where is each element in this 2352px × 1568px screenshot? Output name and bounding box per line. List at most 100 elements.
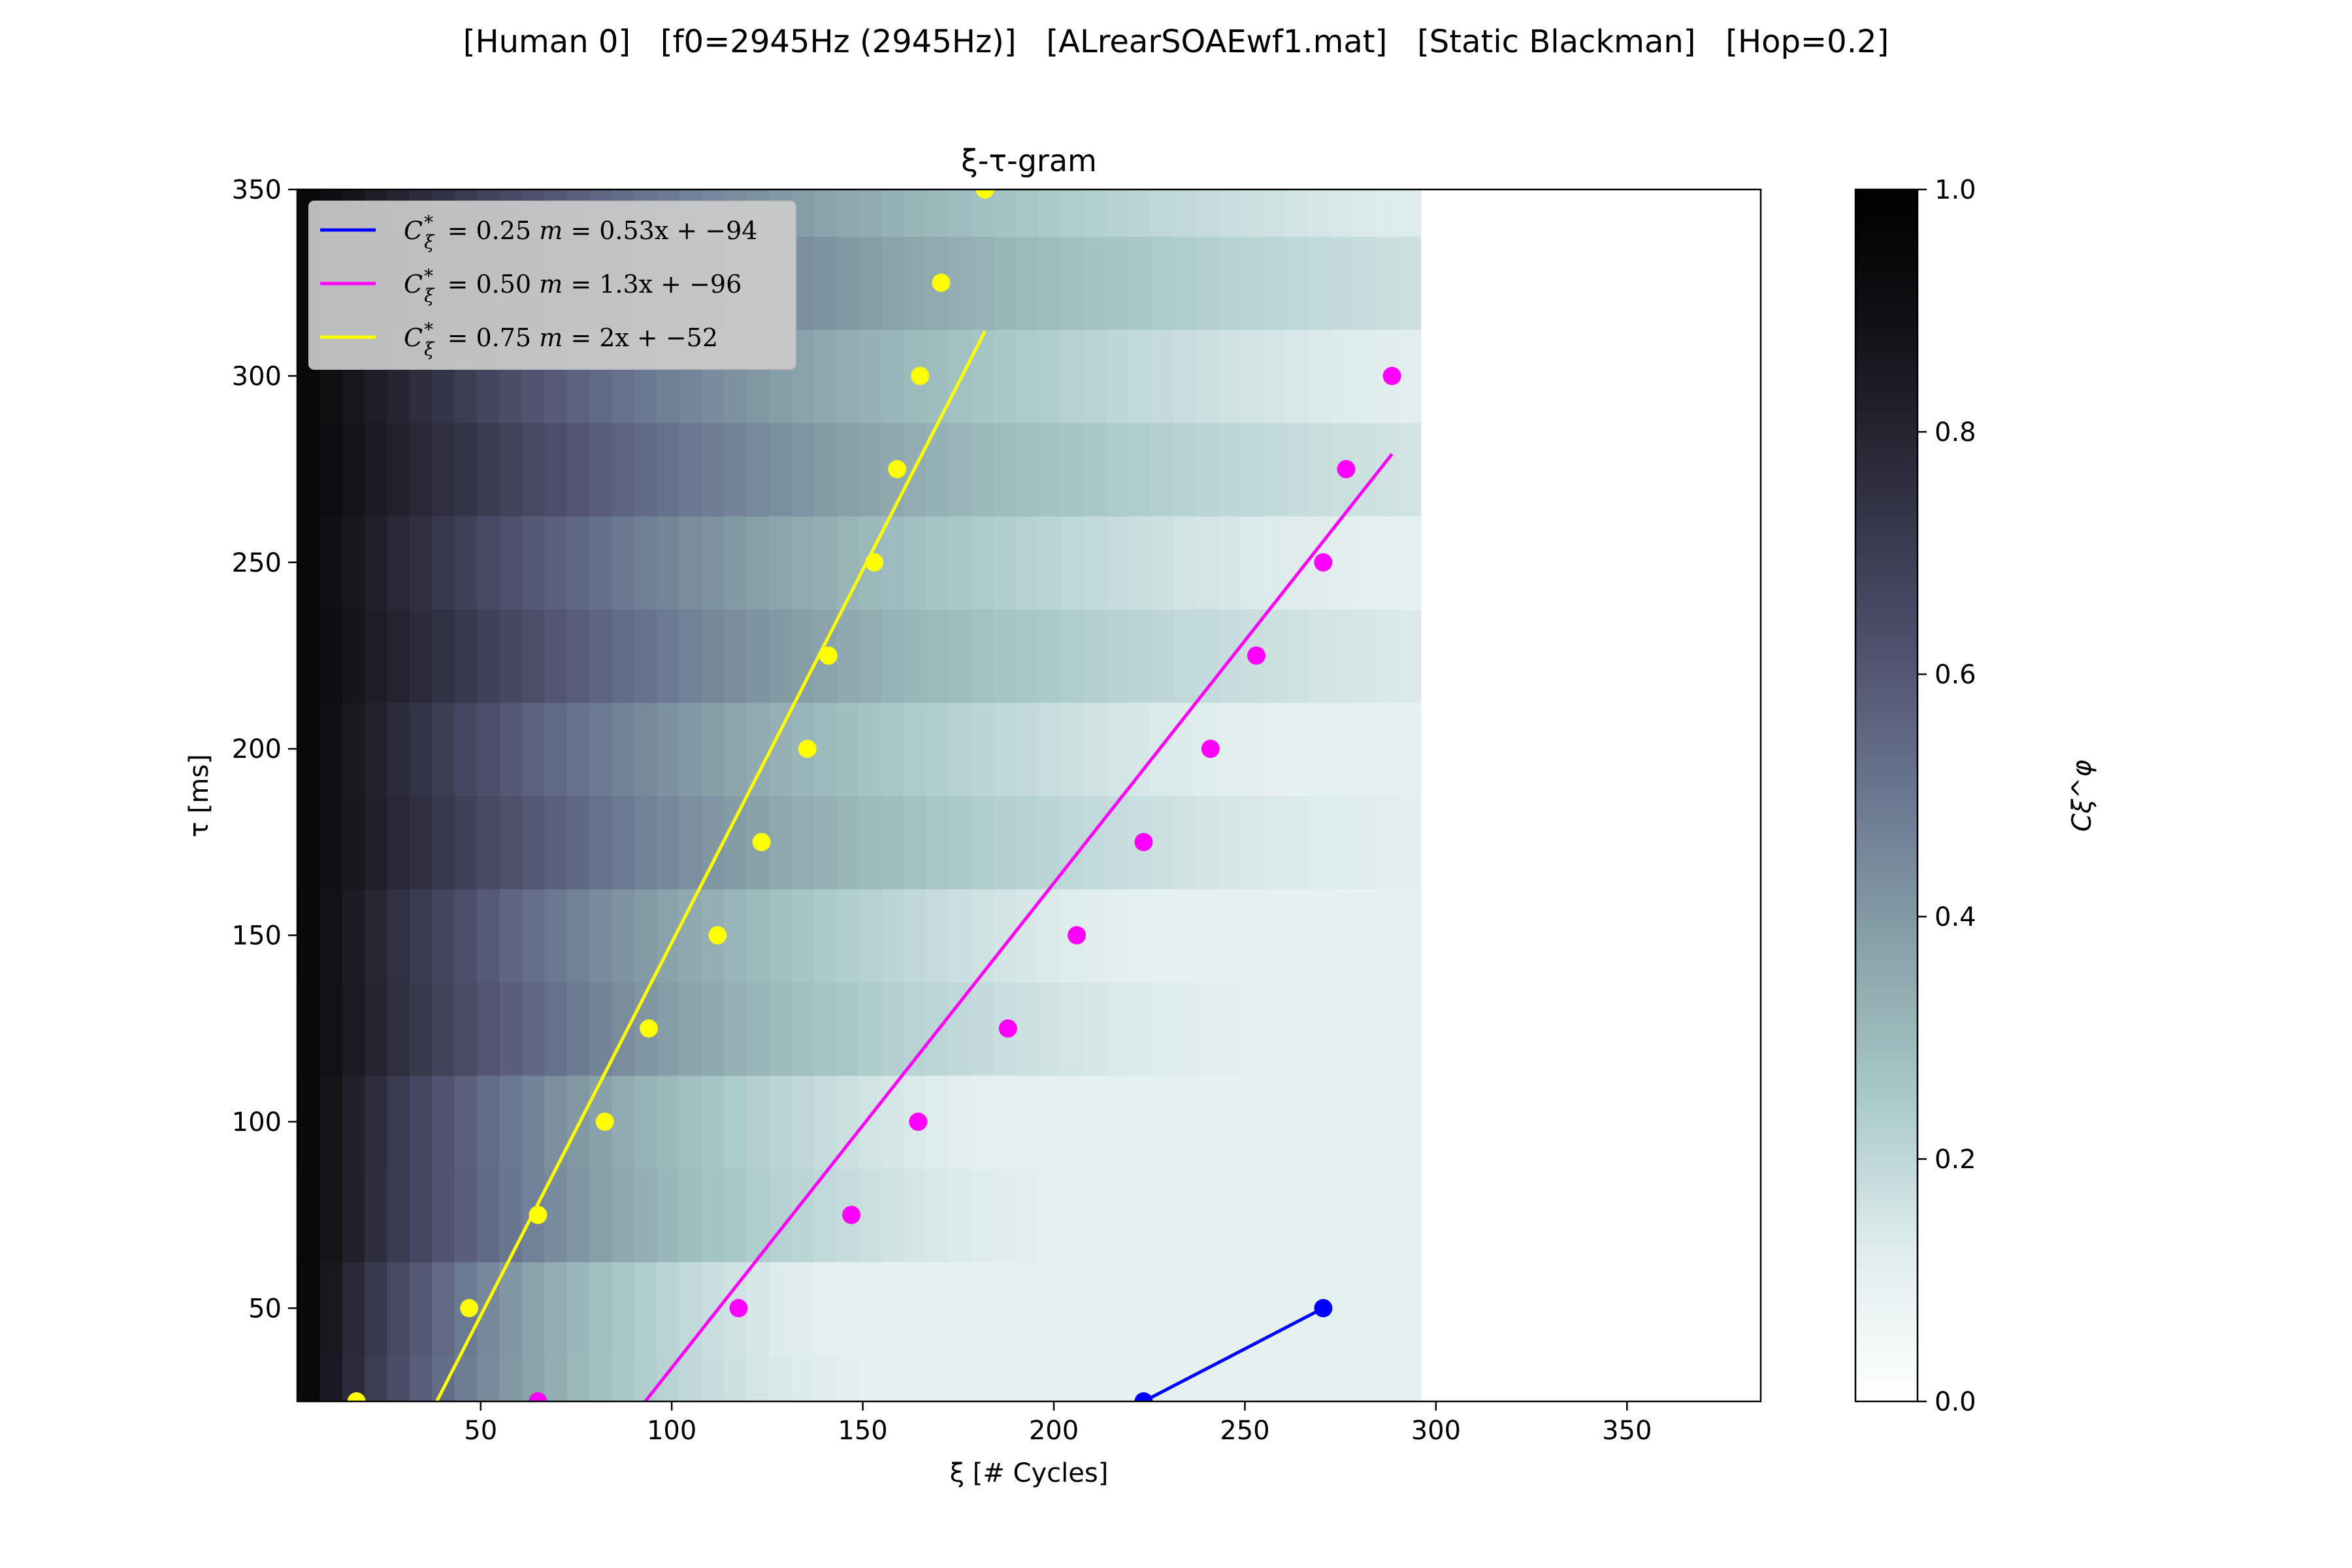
heatmap-cell xyxy=(724,981,747,1076)
heatmap-cell xyxy=(365,1261,388,1356)
heatmap-cell xyxy=(477,422,500,517)
heatmap-cell xyxy=(589,1261,613,1356)
heatmap-cell xyxy=(724,795,747,890)
heatmap-cell xyxy=(1128,889,1152,983)
heatmap-cell xyxy=(1061,422,1085,517)
heatmap-cell xyxy=(881,1354,905,1401)
heatmap-cell xyxy=(589,1354,613,1401)
heatmap-cell xyxy=(319,422,343,517)
heatmap-cell xyxy=(1016,981,1039,1076)
heatmap-cell xyxy=(1398,1261,1422,1356)
heatmap-cell xyxy=(679,795,703,890)
heatmap-cell xyxy=(1083,1354,1107,1401)
heatmap-cell xyxy=(1286,609,1309,703)
heatmap-cell xyxy=(791,795,815,890)
heatmap-cell xyxy=(521,1261,546,1356)
heatmap-cell xyxy=(387,702,410,796)
x-tick-label: 300 xyxy=(1411,1416,1461,1446)
heatmap-cell xyxy=(1353,515,1377,610)
heatmap-cell xyxy=(387,795,410,890)
heatmap-cell xyxy=(1286,1075,1309,1169)
heatmap-cell xyxy=(1375,1075,1399,1169)
data-point xyxy=(729,1299,748,1318)
heatmap-cell xyxy=(432,981,455,1076)
heatmap-cell xyxy=(1398,702,1422,796)
heatmap-cell xyxy=(994,189,1017,237)
heatmap-cell xyxy=(1375,515,1399,610)
heatmap-cell xyxy=(994,1075,1017,1169)
heatmap-cell xyxy=(1128,422,1152,517)
heatmap-cell xyxy=(881,981,905,1076)
heatmap-cell xyxy=(1151,1261,1175,1356)
heatmap-cell xyxy=(836,702,860,796)
heatmap-cell xyxy=(746,609,770,703)
heatmap-cell xyxy=(634,1168,658,1262)
data-point xyxy=(819,646,838,665)
heatmap-cell xyxy=(1353,889,1377,983)
heatmap-cell xyxy=(1286,1261,1309,1356)
heatmap-cell xyxy=(702,1075,725,1169)
heatmap-cell xyxy=(589,795,613,890)
heatmap-cell xyxy=(1083,329,1107,423)
heatmap-cell xyxy=(1038,1354,1062,1401)
heatmap-cell xyxy=(1083,702,1107,796)
heatmap-cell xyxy=(904,609,927,703)
heatmap-cell xyxy=(499,422,523,517)
heatmap-cell xyxy=(1038,795,1062,890)
y-tick-label: 150 xyxy=(232,921,282,951)
heatmap-cell xyxy=(365,702,388,796)
heatmap-cell xyxy=(1083,236,1107,331)
heatmap-cell xyxy=(634,422,658,517)
heatmap-cell xyxy=(657,1168,680,1262)
heatmap-cell xyxy=(1196,795,1219,890)
heatmap-cell xyxy=(477,1354,500,1401)
heatmap-cell xyxy=(881,1261,905,1356)
heatmap-cell xyxy=(1173,515,1197,610)
data-point xyxy=(529,1392,547,1401)
heatmap-cell xyxy=(499,981,523,1076)
series-layer xyxy=(347,189,1401,1401)
heatmap-cell xyxy=(499,1168,523,1262)
heatmap-cell xyxy=(679,1354,703,1401)
legend-box xyxy=(308,201,796,370)
heatmap-cell xyxy=(1061,702,1085,796)
heatmap-cell xyxy=(566,1354,591,1401)
colorbar-tick-label: 0.6 xyxy=(1935,660,1976,690)
heatmap-cell xyxy=(409,609,433,703)
heatmap-cell xyxy=(521,1075,546,1169)
heatmap-cell xyxy=(858,609,883,703)
heatmap-cell xyxy=(1196,515,1219,610)
heatmap-cell xyxy=(1330,889,1354,983)
heatmap-cell xyxy=(904,515,927,610)
heatmap-cell xyxy=(1061,795,1085,890)
heatmap-cell xyxy=(1263,236,1287,331)
heatmap-cell xyxy=(1286,422,1309,517)
heatmap-cell xyxy=(702,515,725,610)
plot-frame xyxy=(296,188,1762,1403)
heatmap-cell xyxy=(1196,889,1219,983)
heatmap-cell xyxy=(387,1168,410,1262)
y-tick-label: 100 xyxy=(232,1107,282,1137)
heatmap-cell xyxy=(1330,702,1354,796)
heatmap-cell xyxy=(1218,1168,1242,1262)
heatmap-cell xyxy=(1241,1354,1264,1401)
heatmap-cell xyxy=(1218,515,1242,610)
heatmap-cell xyxy=(1196,189,1219,237)
heatmap-cell xyxy=(342,981,366,1076)
heatmap-cell xyxy=(634,1075,658,1169)
heatmap-cell xyxy=(858,1354,883,1401)
heatmap-cell xyxy=(1061,1354,1085,1401)
heatmap-cell xyxy=(566,889,591,983)
heatmap-cell xyxy=(1353,422,1377,517)
heatmap-cell xyxy=(1016,329,1039,423)
heatmap-cell xyxy=(1218,236,1242,331)
heatmap-cell xyxy=(1128,236,1152,331)
heatmap-cell xyxy=(769,981,792,1076)
data-point xyxy=(909,1112,928,1131)
heatmap-cell xyxy=(724,889,747,983)
heatmap-cell xyxy=(477,1261,500,1356)
heatmap-cell xyxy=(746,889,770,983)
heatmap-cell xyxy=(858,795,883,890)
heatmap-cell xyxy=(634,1354,658,1401)
heatmap-cell xyxy=(769,795,792,890)
